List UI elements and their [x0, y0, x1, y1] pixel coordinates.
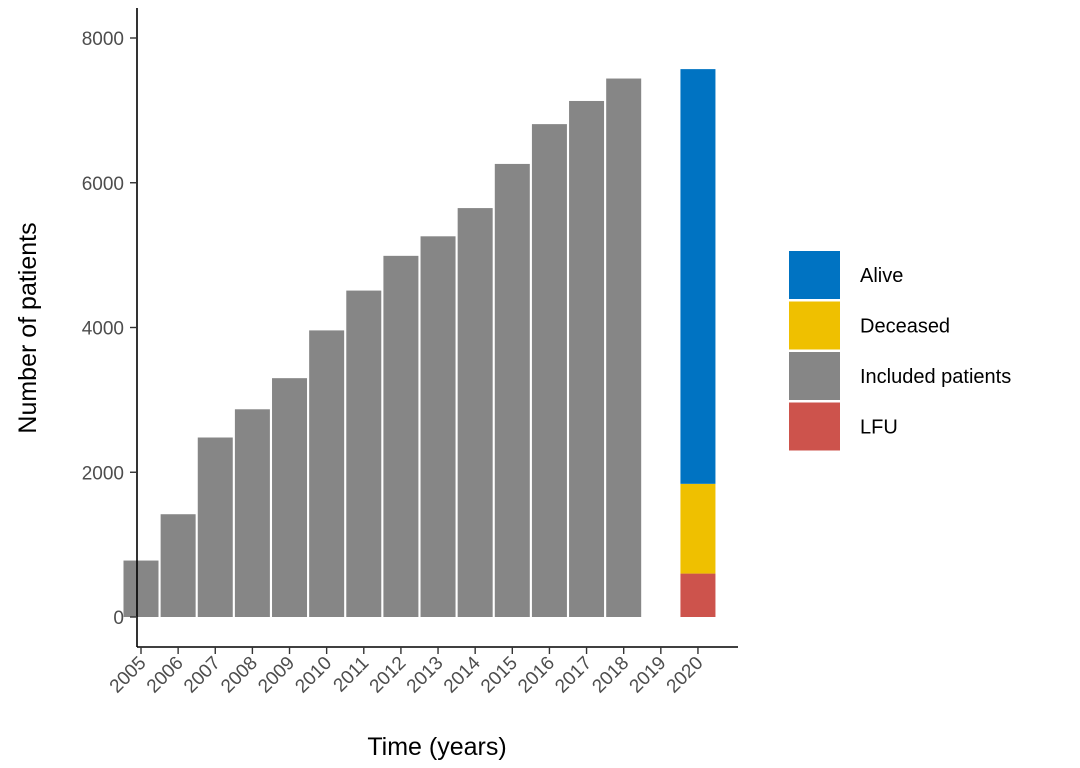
bar-included-patients-2011 — [346, 290, 382, 617]
x-axis-title: Time (years) — [367, 733, 506, 761]
bar-included-patients-2013 — [420, 236, 456, 617]
y-tick-label: 0 — [113, 608, 124, 629]
legend-label: Included patients — [860, 366, 1011, 388]
x-tick-label: 2017 — [551, 653, 596, 698]
bar-included-patients-2010 — [309, 330, 345, 617]
bar-included-patients-2012 — [383, 255, 419, 617]
bar-included-patients-2008 — [234, 409, 270, 617]
x-tick-label: 2008 — [217, 653, 262, 698]
x-tick-label: 2011 — [330, 653, 374, 697]
bar-lfu-2020 — [680, 573, 716, 617]
bar-included-patients-2005 — [123, 560, 159, 617]
bar-included-patients-2016 — [531, 124, 567, 617]
x-tick-label: 2013 — [403, 653, 448, 698]
legend-key-alive — [789, 251, 840, 299]
x-tick-label: 2010 — [291, 653, 336, 698]
y-ticks: 0 2000 4000 6000 8000 — [82, 29, 137, 629]
x-tick-label: 2020 — [663, 653, 708, 698]
legend-key-lfu — [789, 402, 840, 451]
x-tick-label: 2018 — [588, 653, 633, 698]
bars-layer — [123, 69, 716, 618]
x-ticks: 2005200620072008200920102011201220132014… — [106, 647, 708, 698]
bar-included-patients-2017 — [569, 100, 605, 617]
x-tick-label: 2005 — [106, 653, 151, 698]
legend-label: Deceased — [860, 316, 950, 338]
x-tick-label: 2014 — [440, 652, 485, 697]
bar-included-patients-2006 — [160, 514, 196, 617]
bar-included-patients-2009 — [272, 378, 308, 617]
legend-label: LFU — [860, 417, 898, 439]
y-tick-label: 4000 — [82, 319, 124, 340]
y-tick-label: 6000 — [82, 174, 124, 195]
bar-deceased-2020 — [680, 483, 716, 574]
x-tick-label: 2009 — [254, 653, 299, 698]
bar-alive-2020 — [680, 69, 716, 484]
bar-included-patients-2014 — [457, 208, 493, 618]
y-axis-title: Number of patients — [14, 222, 42, 433]
y-tick-label: 2000 — [82, 463, 124, 484]
legend-key-included-patients — [789, 352, 840, 400]
bar-included-patients-2007 — [197, 437, 233, 617]
x-tick-label: 2019 — [626, 653, 671, 698]
legend-key-deceased — [789, 301, 840, 350]
legend: Alive Deceased Included patients LFU — [789, 251, 1011, 451]
x-tick-label: 2012 — [366, 653, 411, 698]
x-tick-label: 2016 — [514, 653, 559, 698]
x-tick-label: 2007 — [180, 653, 225, 698]
bar-included-patients-2018 — [606, 78, 642, 617]
x-tick-label: 2006 — [143, 653, 188, 698]
x-tick-label: 2015 — [477, 653, 522, 698]
bar-included-patients-2015 — [494, 163, 530, 617]
y-tick-label: 8000 — [82, 29, 124, 50]
legend-label: Alive — [860, 265, 903, 287]
